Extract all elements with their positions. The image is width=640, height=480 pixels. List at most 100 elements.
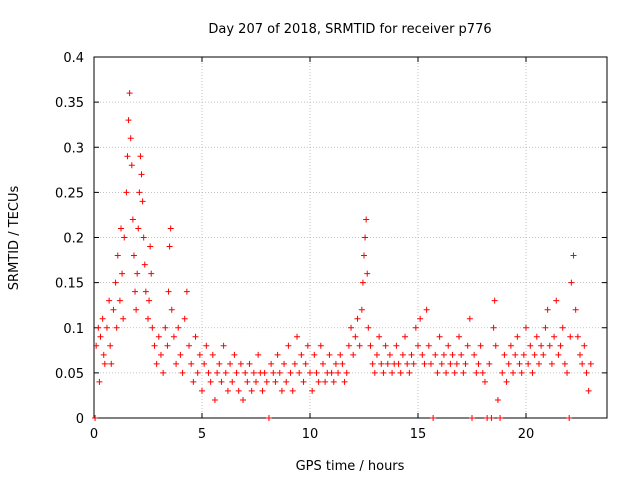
data-point [395, 360, 402, 367]
data-point [456, 333, 463, 340]
data-point [371, 369, 378, 376]
data-point [410, 360, 417, 367]
data-point [430, 415, 437, 421]
data-point [194, 369, 201, 376]
data-point [263, 378, 270, 385]
data-point [421, 360, 428, 367]
data-point [464, 342, 471, 349]
data-point [192, 333, 199, 340]
data-point [268, 360, 275, 367]
data-point [585, 387, 592, 394]
data-point [559, 324, 566, 331]
data-point [211, 396, 218, 403]
y-tick-label: 0.15 [55, 277, 84, 292]
data-point [259, 387, 266, 394]
data-point [432, 351, 439, 358]
data-point [121, 234, 128, 241]
data-point [123, 189, 130, 196]
data-point [126, 90, 133, 97]
data-point [151, 342, 158, 349]
data-point [546, 342, 553, 349]
data-point [137, 153, 144, 160]
data-point [535, 360, 542, 367]
y-tick-label: 0.05 [55, 367, 84, 382]
data-point [548, 360, 555, 367]
data-point [490, 324, 497, 331]
data-point [278, 387, 285, 394]
data-point [291, 360, 298, 367]
data-point [108, 360, 115, 367]
x-tick-label: 20 [518, 427, 535, 442]
data-point [315, 378, 322, 385]
data-point [566, 415, 573, 421]
data-point [237, 360, 244, 367]
data-point [462, 360, 469, 367]
data-point [233, 369, 240, 376]
data-point [436, 333, 443, 340]
data-point [397, 369, 404, 376]
data-point [118, 225, 124, 232]
grid-lines [94, 57, 607, 418]
data-point [220, 342, 227, 349]
data-point [155, 333, 162, 340]
data-point [261, 369, 268, 376]
x-tick-label: 5 [198, 427, 206, 442]
data-point [248, 387, 255, 394]
data-point [579, 360, 586, 367]
data-point [567, 333, 574, 340]
data-point [130, 252, 137, 259]
data-point [587, 360, 594, 367]
data-point [120, 315, 127, 322]
data-point [281, 360, 288, 367]
y-tick-label: 0.4 [63, 51, 84, 66]
x-tick-label: 10 [302, 427, 319, 442]
data-point [97, 333, 104, 340]
data-point [93, 342, 100, 349]
data-point [529, 369, 536, 376]
data-point [214, 369, 221, 376]
data-point [265, 415, 272, 421]
data-point [311, 351, 318, 358]
data-point [453, 360, 460, 367]
data-point [583, 369, 590, 376]
data-point [369, 360, 376, 367]
data-point [516, 360, 523, 367]
data-point [276, 369, 283, 376]
data-point [451, 369, 458, 376]
data-point [134, 270, 141, 277]
data-point [475, 360, 482, 367]
data-point [412, 324, 419, 331]
y-tick-label: 0.35 [55, 96, 84, 111]
data-point [581, 342, 588, 349]
y-tick-label: 0.25 [55, 186, 84, 201]
data-point [365, 324, 372, 331]
data-point [328, 369, 335, 376]
data-point [136, 189, 143, 196]
data-point [307, 369, 313, 376]
data-point [343, 369, 350, 376]
data-point [250, 369, 257, 376]
data-point [479, 369, 486, 376]
data-point [119, 270, 126, 277]
data-point [415, 342, 421, 349]
data-point [216, 360, 223, 367]
data-point [127, 135, 134, 142]
data-point [501, 351, 508, 358]
data-point [531, 351, 538, 358]
data-point [473, 369, 480, 376]
data-point [466, 315, 473, 322]
data-point [302, 360, 309, 367]
data-point [337, 351, 344, 358]
data-point [255, 351, 262, 358]
y-tick-label: 0.1 [63, 322, 84, 337]
data-point [285, 342, 292, 349]
data-point [253, 378, 259, 385]
data-point [160, 369, 167, 376]
data-point [242, 369, 249, 376]
data-point [304, 342, 311, 349]
data-point [577, 351, 583, 358]
data-point [335, 369, 342, 376]
data-point [157, 351, 164, 358]
data-point [544, 306, 551, 313]
